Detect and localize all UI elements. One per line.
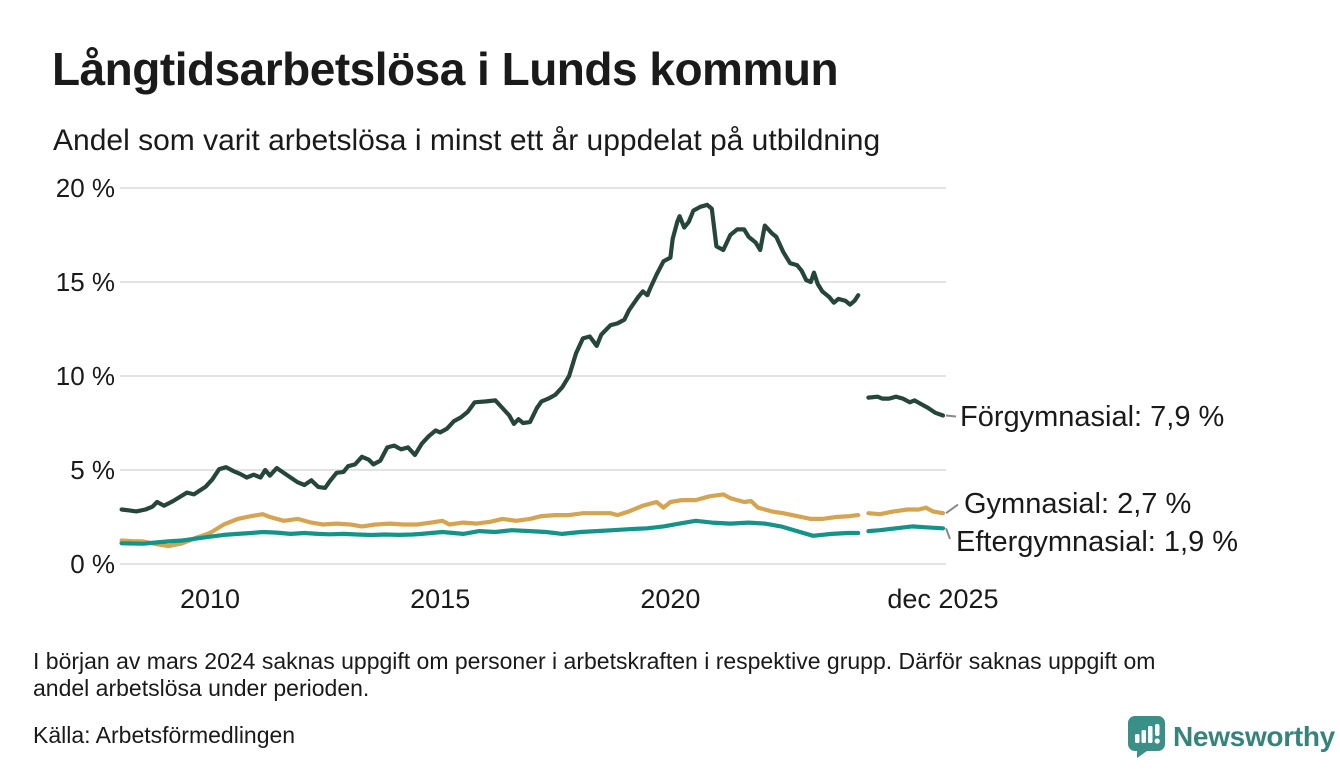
series-line-gymnasial: [119, 492, 861, 549]
newsworthy-logo: Newsworthy: [1128, 716, 1335, 758]
y-axis-tick-label: 20 %: [55, 173, 115, 203]
x-axis-tick-label: 2020: [640, 584, 701, 614]
x-axis-tick-label: 2015: [410, 584, 471, 614]
line-chart: 20 % 15 % 10 % 5 % 0 % 2010 2015 2020 dec 2025 Fö…: [55, 173, 1239, 614]
footnote-line-2: andel arbetslösa under perioden.: [33, 675, 370, 701]
series-line-förgymnasial: [119, 202, 861, 514]
series-line-gymnasial: [866, 505, 946, 517]
series-line-eftergymnasial: [866, 524, 946, 534]
series-annotation-label: Gymnasial: 2,7 %: [964, 488, 1192, 520]
series-line-förgymnasial: [866, 394, 946, 418]
annotation-connector: [945, 527, 951, 540]
annotation-connector: [945, 414, 957, 418]
footnote-line-1: I början av mars 2024 saknas uppgift om …: [33, 648, 1156, 674]
x-axis-tick-label: dec 2025: [887, 584, 999, 614]
annotation-connector: [945, 503, 959, 515]
y-axis-tick-label: 0 %: [70, 549, 115, 579]
newsworthy-brand-text: Newsworthy: [1173, 721, 1335, 752]
source-label: Källa: Arbetsförmedlingen: [33, 722, 296, 748]
series-line-eftergymnasial: [119, 518, 861, 546]
newsworthy-logo-icon: [1128, 716, 1165, 758]
chart-title: Långtidsarbetslösa i Lunds kommun: [52, 43, 839, 95]
chart-subtitle: Andel som varit arbetslösa i minst ett å…: [53, 124, 881, 157]
y-axis-tick-label: 5 %: [70, 455, 115, 485]
y-axis-tick-label: 10 %: [55, 361, 115, 391]
y-axis-tick-label: 15 %: [55, 267, 115, 297]
series-annotation-label: Förgymnasial: 7,9 %: [960, 401, 1225, 433]
x-axis-tick-label: 2010: [179, 584, 241, 614]
series-annotation-label: Eftergymnasial: 1,9 %: [956, 526, 1239, 558]
